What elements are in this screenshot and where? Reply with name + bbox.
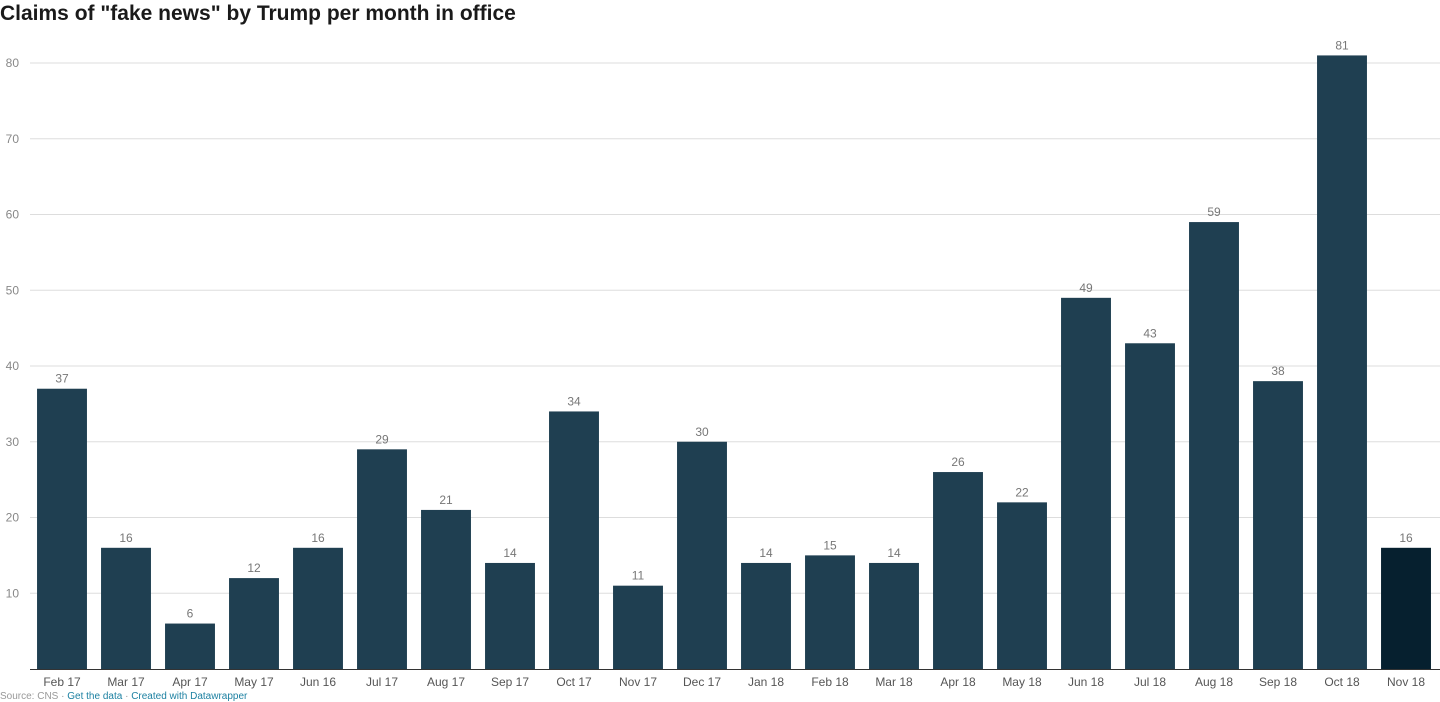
x-tick-label: Nov 18 xyxy=(1387,675,1425,689)
credit-link[interactable]: Created with Datawrapper xyxy=(131,691,248,702)
chart-title: Claims of "fake news" by Trump per month… xyxy=(0,2,516,25)
data-label: 21 xyxy=(439,493,453,507)
source-text: Source: CNS xyxy=(0,691,59,702)
data-labels: 37 16 6 12 16 29 21 14 34 11 30 14 15 14 26 22 49 43 59 38 8… xyxy=(55,38,1413,620)
y-tick-label: 50 xyxy=(6,283,20,297)
y-tick-label: 30 xyxy=(6,435,20,449)
x-tick-label: Feb 18 xyxy=(811,675,849,689)
data-label: 29 xyxy=(375,432,389,446)
source-line: Source: CNS · Get the data · Created wit… xyxy=(0,691,248,702)
x-tick-label: Jul 18 xyxy=(1134,675,1166,689)
x-tick-label: Jun 16 xyxy=(300,675,336,689)
x-tick-label: Jul 17 xyxy=(366,675,398,689)
data-label: 43 xyxy=(1143,326,1157,340)
data-label: 16 xyxy=(311,531,325,545)
bar xyxy=(293,547,343,669)
bar xyxy=(933,472,983,669)
bar xyxy=(677,441,727,669)
data-label: 14 xyxy=(887,546,901,560)
x-tick-label: Sep 17 xyxy=(491,675,529,689)
x-tick-label: Oct 17 xyxy=(556,675,592,689)
data-label: 14 xyxy=(759,546,773,560)
data-label: 22 xyxy=(1015,485,1029,499)
data-label: 37 xyxy=(55,372,69,386)
y-tick-label: 60 xyxy=(6,208,20,222)
bar xyxy=(37,388,87,669)
x-tick-label: May 18 xyxy=(1002,675,1042,689)
x-tick-label: Dec 17 xyxy=(683,675,721,689)
x-tick-label: Aug 18 xyxy=(1195,675,1233,689)
bar xyxy=(101,547,151,669)
x-axis-ticks: Feb 17 Mar 17 Apr 17 May 17 Jun 16 Jul 17 Aug … xyxy=(43,675,1425,689)
data-label: 30 xyxy=(695,425,709,439)
bars xyxy=(37,55,1431,670)
x-tick-label: Nov 17 xyxy=(619,675,657,689)
bar xyxy=(1125,343,1175,669)
x-tick-label: Feb 17 xyxy=(43,675,81,689)
bar xyxy=(485,562,535,669)
bar xyxy=(805,555,855,669)
x-tick-label: Mar 17 xyxy=(107,675,145,689)
bar xyxy=(1061,297,1111,669)
x-tick-label: Jan 18 xyxy=(748,675,784,689)
bar xyxy=(613,585,663,669)
x-tick-label: Aug 17 xyxy=(427,675,465,689)
bar xyxy=(229,578,279,669)
data-label: 15 xyxy=(823,538,837,552)
bar xyxy=(1253,381,1303,669)
data-label: 34 xyxy=(567,394,581,408)
x-tick-label: Oct 18 xyxy=(1324,675,1360,689)
x-tick-label: Apr 17 xyxy=(172,675,208,689)
y-tick-label: 40 xyxy=(6,359,20,373)
data-label: 12 xyxy=(247,561,261,575)
bar xyxy=(165,623,215,669)
x-tick-label: May 17 xyxy=(234,675,274,689)
bar xyxy=(997,502,1047,669)
bar xyxy=(1317,55,1367,670)
data-label: 81 xyxy=(1335,38,1349,52)
x-tick-label: Sep 18 xyxy=(1259,675,1297,689)
data-label: 26 xyxy=(951,455,965,469)
y-tick-label: 10 xyxy=(6,586,20,600)
bar xyxy=(549,411,599,669)
bar xyxy=(421,509,471,669)
y-tick-label: 70 xyxy=(6,132,20,146)
data-label: 49 xyxy=(1079,281,1093,295)
x-tick-label: Mar 18 xyxy=(875,675,913,689)
bar xyxy=(1381,547,1431,669)
data-label: 16 xyxy=(1399,531,1413,545)
y-tick-label: 80 xyxy=(6,56,20,70)
x-tick-label: Jun 18 xyxy=(1068,675,1104,689)
bar xyxy=(1189,222,1239,669)
data-label: 38 xyxy=(1271,364,1285,378)
bar xyxy=(869,562,919,669)
data-label: 59 xyxy=(1207,205,1221,219)
get-data-link[interactable]: Get the data xyxy=(67,691,123,702)
x-tick-label: Apr 18 xyxy=(940,675,976,689)
bar xyxy=(357,449,407,669)
data-label: 6 xyxy=(187,607,194,621)
data-label: 11 xyxy=(632,569,645,583)
data-label: 16 xyxy=(119,531,133,545)
y-tick-label: 20 xyxy=(6,511,20,525)
bar xyxy=(741,562,791,669)
data-label: 14 xyxy=(503,546,517,560)
